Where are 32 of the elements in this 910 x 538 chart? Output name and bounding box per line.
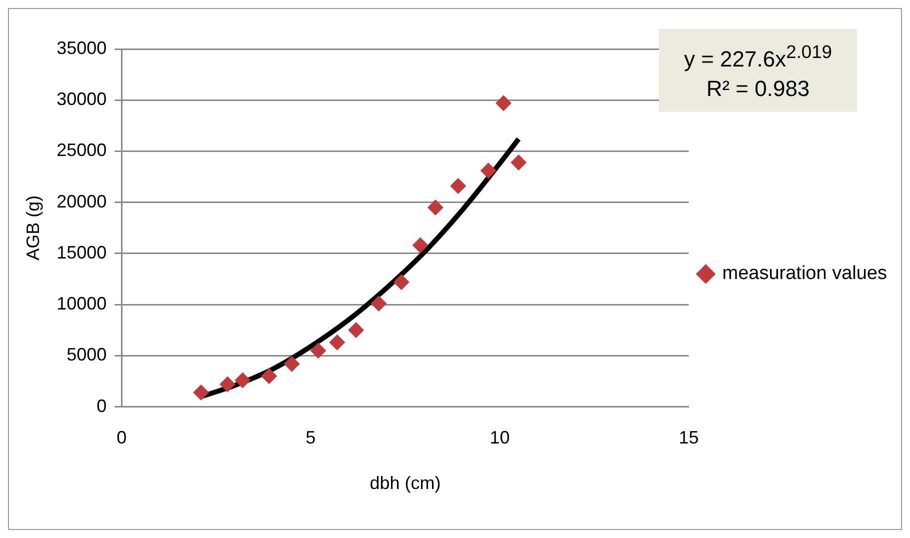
point (495, 95, 512, 112)
y-tick-label: 15000 (56, 242, 107, 262)
point (220, 376, 236, 392)
point (348, 322, 364, 338)
point (370, 296, 387, 312)
x-tick-label: 15 (678, 428, 699, 448)
point (284, 356, 300, 372)
y-axis-title: AGB (g) (22, 195, 43, 260)
x-tick-label: 5 (306, 428, 316, 448)
x-tick-label: 10 (490, 428, 510, 448)
point (193, 384, 210, 400)
point (480, 162, 496, 179)
x-axis-title: dbh (cm) (370, 473, 441, 494)
point (393, 274, 410, 290)
point (412, 237, 428, 254)
y-tick-label: 20000 (56, 191, 107, 212)
y-tick-label: 0 (96, 396, 107, 416)
y-tick-label: 30000 (56, 89, 107, 110)
y-tick-label: 5000 (66, 344, 107, 365)
y-tick-label: 25000 (56, 140, 107, 160)
point (329, 334, 346, 350)
y-tick-label: 10000 (56, 294, 107, 314)
x-tick-label: 0 (116, 428, 127, 448)
point (234, 372, 251, 388)
point (427, 199, 444, 216)
point (310, 342, 326, 359)
annotation: y = 227.6x$^{2.019}$ R² = 0.983 (659, 29, 857, 112)
point (450, 178, 466, 194)
legend-label: measuration values (722, 263, 888, 284)
point (261, 368, 278, 384)
point (510, 154, 527, 170)
y-tick-label: 35000 (56, 38, 107, 58)
